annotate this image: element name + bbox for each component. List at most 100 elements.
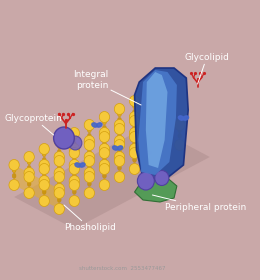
Circle shape [69,160,80,171]
Ellipse shape [73,184,76,189]
Circle shape [84,155,95,167]
Circle shape [54,127,74,149]
Circle shape [144,123,155,134]
Ellipse shape [118,165,121,171]
Ellipse shape [73,157,76,162]
Ellipse shape [103,136,106,141]
Ellipse shape [73,151,76,157]
Circle shape [144,155,155,167]
Circle shape [114,136,125,146]
Ellipse shape [148,112,152,117]
Ellipse shape [96,123,102,127]
Ellipse shape [133,151,136,157]
Ellipse shape [133,125,136,130]
Ellipse shape [57,160,61,165]
Ellipse shape [178,128,181,133]
Polygon shape [134,178,177,202]
Circle shape [129,132,140,143]
Circle shape [69,164,80,174]
Ellipse shape [118,117,121,122]
Circle shape [39,176,49,186]
Ellipse shape [57,192,61,197]
Circle shape [159,111,170,123]
Circle shape [84,188,95,199]
Ellipse shape [133,120,136,125]
Ellipse shape [118,128,121,133]
Circle shape [84,167,95,179]
Circle shape [99,132,110,143]
Circle shape [24,151,34,162]
Circle shape [84,139,95,151]
Circle shape [129,116,140,127]
Circle shape [69,136,82,150]
Polygon shape [134,68,188,180]
Circle shape [54,167,64,179]
Polygon shape [14,125,210,229]
Circle shape [69,176,80,186]
Ellipse shape [80,163,85,167]
Ellipse shape [42,168,46,173]
Ellipse shape [42,151,46,157]
Ellipse shape [118,133,121,138]
Ellipse shape [57,144,61,149]
Circle shape [129,148,140,158]
Circle shape [39,144,49,155]
Circle shape [69,195,80,207]
Ellipse shape [117,146,123,150]
Ellipse shape [103,125,106,130]
Circle shape [39,179,49,190]
Ellipse shape [118,149,121,154]
Text: Phosholipid: Phosholipid [64,205,116,232]
Circle shape [39,164,49,174]
Circle shape [39,195,49,207]
Circle shape [99,144,110,155]
Ellipse shape [118,144,121,149]
Ellipse shape [73,189,76,194]
Ellipse shape [73,141,76,146]
Ellipse shape [103,157,106,162]
Ellipse shape [88,128,91,133]
Circle shape [99,160,110,171]
Ellipse shape [57,149,61,154]
Ellipse shape [92,123,97,127]
Ellipse shape [103,151,106,157]
Ellipse shape [42,173,46,178]
Ellipse shape [42,189,46,194]
Circle shape [99,164,110,174]
Circle shape [84,136,95,146]
Ellipse shape [27,176,31,181]
Circle shape [129,95,140,106]
Ellipse shape [148,133,152,138]
Circle shape [174,120,185,130]
Circle shape [155,171,169,186]
Circle shape [114,151,125,162]
Ellipse shape [163,136,166,141]
Ellipse shape [42,157,46,162]
Ellipse shape [148,128,152,133]
Circle shape [114,155,125,167]
Circle shape [84,171,95,183]
Ellipse shape [57,181,61,186]
Polygon shape [14,165,59,209]
Circle shape [144,120,155,130]
Circle shape [129,164,140,174]
Ellipse shape [75,163,80,167]
Ellipse shape [57,176,61,181]
Ellipse shape [12,173,16,178]
Circle shape [84,120,95,130]
Circle shape [54,155,64,167]
Ellipse shape [57,165,61,171]
Circle shape [24,167,34,179]
Ellipse shape [148,117,152,122]
Circle shape [24,171,34,183]
Ellipse shape [118,160,121,165]
Ellipse shape [133,141,136,146]
Circle shape [114,104,125,115]
Circle shape [24,188,34,199]
Text: Glycolipid: Glycolipid [184,53,229,84]
Ellipse shape [73,136,76,141]
Circle shape [129,111,140,123]
Circle shape [99,111,110,123]
Ellipse shape [88,165,91,171]
Ellipse shape [113,146,118,150]
